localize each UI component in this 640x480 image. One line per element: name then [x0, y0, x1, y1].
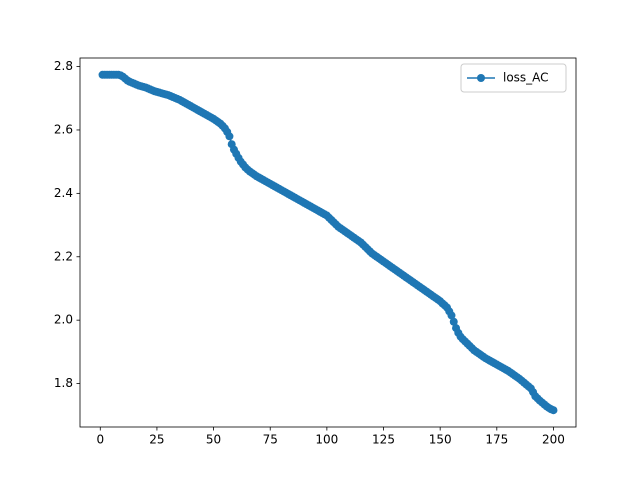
marker	[449, 317, 458, 326]
y-tick-label: 2.6	[54, 122, 73, 136]
x-tick-label: 100	[315, 433, 338, 447]
y-tick-label: 2.4	[54, 186, 73, 200]
x-tick-label: 125	[372, 433, 395, 447]
x-tick-label: 75	[263, 433, 278, 447]
y-tick-label: 2.0	[54, 313, 73, 327]
legend-box	[460, 63, 567, 93]
legend-label: loss_AC	[503, 71, 549, 85]
x-tick-label: 200	[542, 433, 565, 447]
marker	[549, 406, 558, 415]
y-tick-label: 2.2	[54, 249, 73, 263]
x-tick-label: 150	[429, 433, 452, 447]
x-tick-label: 50	[206, 433, 221, 447]
marker	[225, 132, 234, 141]
marker	[447, 311, 456, 320]
x-tick-label: 0	[96, 433, 104, 447]
x-tick-label: 25	[149, 433, 164, 447]
x-tick-label: 175	[485, 433, 508, 447]
y-tick-label: 1.8	[54, 376, 73, 390]
y-tick-label: 2.8	[54, 59, 73, 73]
legend-marker	[477, 74, 485, 82]
axes-frame	[79, 57, 577, 428]
